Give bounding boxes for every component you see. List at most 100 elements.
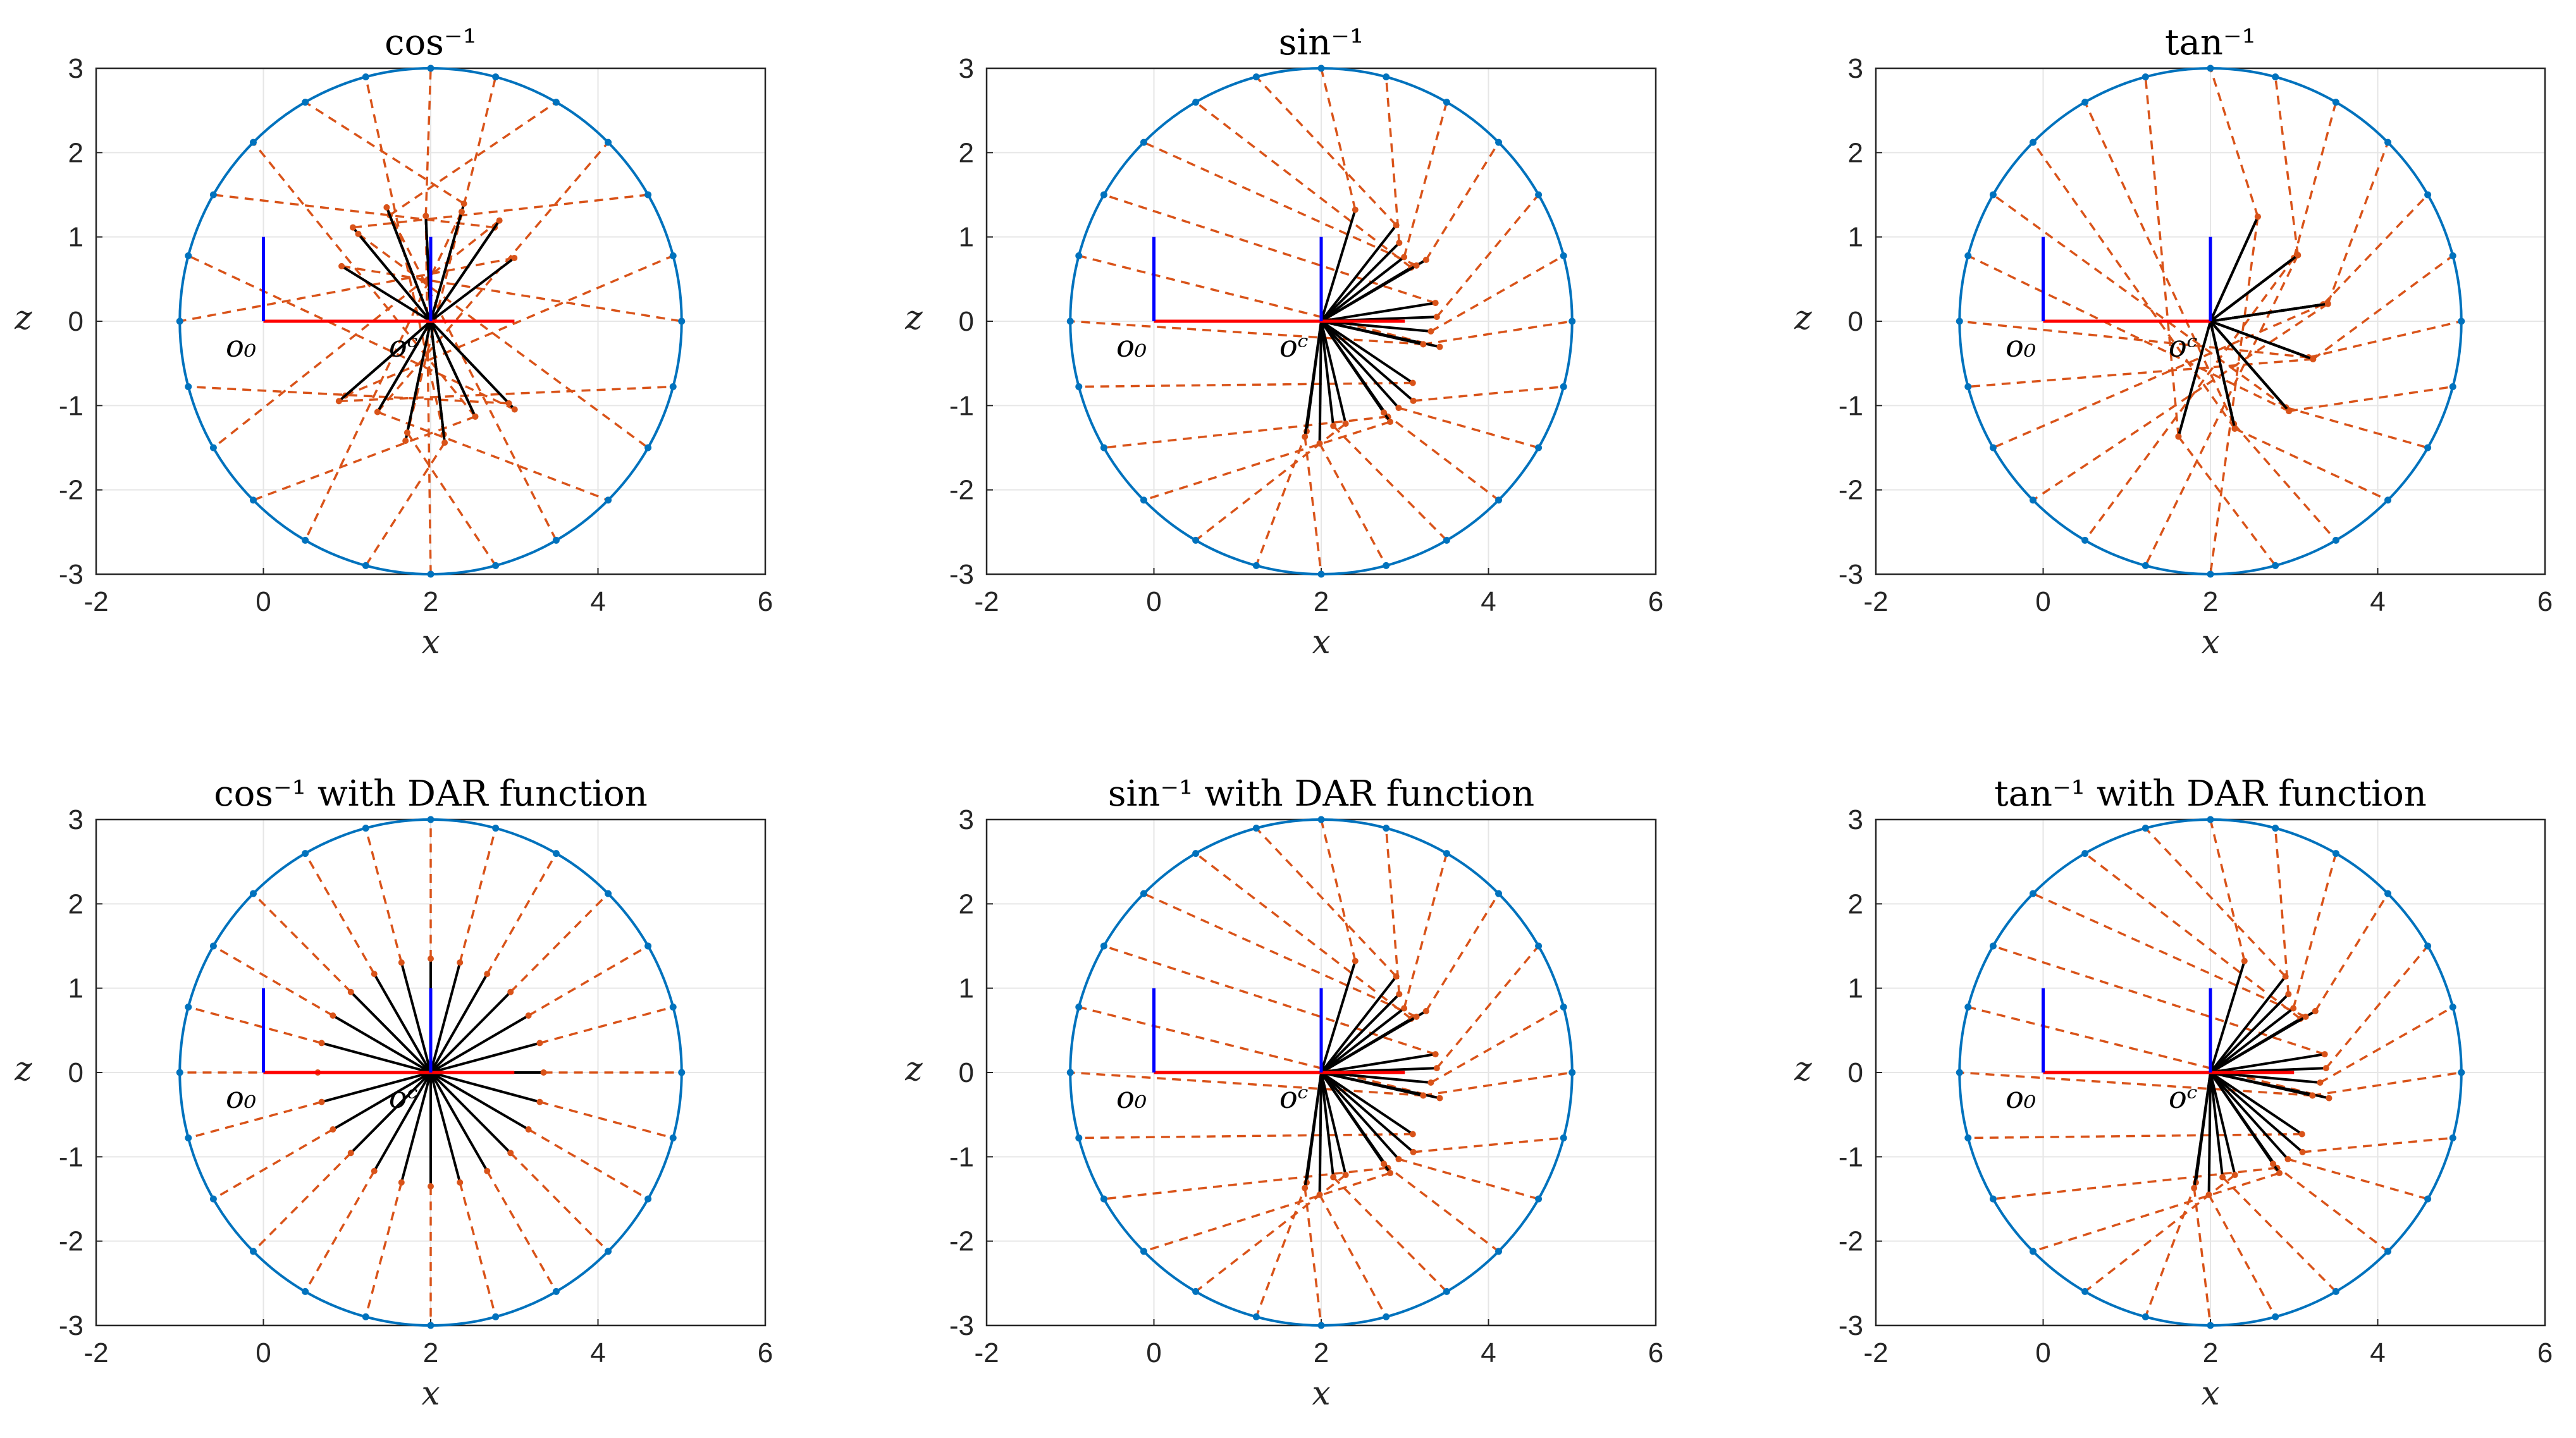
projection-line: [1104, 1167, 1388, 1200]
arm-tip-marker: [511, 406, 518, 413]
projection-line: [510, 892, 609, 993]
arm-tip-marker: [2219, 1174, 2226, 1181]
circle-point-marker: [1443, 1287, 1450, 1295]
projection-line: [364, 828, 403, 963]
circle-point-marker: [1100, 444, 1107, 452]
circle-point-marker: [1964, 252, 1972, 259]
projection-line: [1425, 142, 1500, 261]
arm-link: [400, 962, 432, 1073]
arm-tip-marker: [1432, 300, 1439, 307]
projection-line: [1078, 1133, 1413, 1140]
arm-tip-marker: [2191, 1184, 2198, 1191]
projection-line: [252, 1152, 352, 1253]
projection-line: [1070, 1071, 1424, 1097]
projection-line: [1430, 1005, 1565, 1084]
origin-label-o0: o₀: [1116, 329, 1147, 364]
projection-line: [1078, 381, 1413, 388]
arm-link: [1321, 320, 1431, 333]
arm-tip-marker: [1427, 1079, 1434, 1086]
y-tick-label: -1: [949, 1141, 974, 1172]
projection-line: [179, 257, 515, 323]
arm-link: [1318, 321, 1322, 444]
arm-tip-marker: [1380, 1160, 1387, 1167]
x-tick-label: 4: [2370, 586, 2385, 617]
arm-tip-marker: [2269, 1160, 2276, 1167]
origin-label-o0: o₀: [226, 329, 256, 364]
projection-line: [1968, 254, 2289, 412]
circle-point-marker: [302, 1287, 309, 1295]
circle-point-marker: [1252, 1313, 1260, 1320]
circle-point-marker: [2081, 99, 2089, 106]
arm-tip-marker: [1387, 1170, 1394, 1177]
projection-line: [304, 101, 465, 205]
circle-point-marker: [1075, 383, 1083, 391]
x-axis-label: x: [421, 1375, 440, 1413]
arm-tip-marker: [1422, 256, 1429, 263]
arm-tip-marker: [2317, 1079, 2324, 1086]
projection-line: [2308, 320, 2462, 359]
origin-label-oc: oᶜ: [2169, 329, 2198, 364]
circle-point-marker: [2424, 191, 2432, 199]
arm-link: [1320, 320, 1385, 414]
projection-line: [1143, 421, 1391, 501]
arm-tip-marker: [2295, 252, 2302, 259]
projection-line: [2208, 1194, 2277, 1318]
arm-link: [2209, 1071, 2303, 1136]
circle-point-marker: [1383, 562, 1390, 569]
x-tick-label: 2: [423, 1337, 438, 1368]
circle-point-marker: [2332, 850, 2339, 857]
arm-link: [429, 1072, 489, 1172]
y-tick-label: 2: [68, 137, 83, 168]
circle-point-marker: [1383, 73, 1390, 81]
circle-point-marker: [302, 536, 309, 544]
circle-point-marker: [1495, 890, 1503, 897]
y-tick-label: 2: [959, 888, 974, 919]
circle-point-marker: [2142, 1313, 2149, 1320]
arm-link: [1320, 1071, 1400, 1160]
circle-point-marker: [1956, 317, 1963, 325]
arm-tip-marker: [2241, 957, 2248, 964]
arm-tip-marker: [1342, 421, 1349, 427]
x-tick-label: -2: [83, 1337, 108, 1368]
arm-link: [429, 321, 447, 443]
arm-tip-marker: [441, 439, 448, 446]
projection-line: [188, 385, 509, 405]
arm-tip-marker: [1395, 405, 1402, 412]
circle-point-marker: [1192, 1287, 1200, 1295]
arm-tip-marker: [2302, 1013, 2309, 1020]
circle-point-marker: [249, 138, 257, 146]
projection-line: [1403, 853, 1448, 1009]
projection-line: [1403, 102, 1448, 257]
arm-link: [1303, 321, 1322, 437]
y-tick-label: 2: [68, 888, 83, 919]
circle-point-marker: [492, 1313, 500, 1320]
circle-point-marker: [362, 562, 369, 569]
arm-link: [2209, 975, 2287, 1074]
arm-tip-marker: [1316, 440, 1323, 447]
y-tick-label: 2: [1848, 137, 1863, 168]
circle-point-marker: [2272, 73, 2279, 81]
arm-tip-marker: [1413, 1013, 1420, 1020]
y-axis-label: z: [904, 1050, 923, 1088]
projection-line: [2288, 385, 2453, 412]
arm-tip-marker: [1380, 409, 1387, 416]
projection-line: [252, 415, 476, 501]
arm-tip-marker: [1410, 1148, 1417, 1155]
projection-line: [527, 945, 649, 1017]
y-tick-label: 3: [959, 53, 974, 84]
circle-point-marker: [1192, 536, 1200, 544]
projection-line: [1436, 194, 1539, 318]
arm-link: [2209, 1016, 2307, 1074]
arm-tip-marker: [2282, 973, 2289, 980]
arm-link: [2209, 1007, 2295, 1074]
circle-point-marker: [1192, 850, 1200, 857]
projection-line: [2322, 194, 2429, 305]
circle-point-marker: [644, 942, 652, 950]
origin-label-o0: o₀: [226, 1080, 256, 1115]
circle-point-marker: [1964, 1134, 1972, 1142]
x-tick-label: -2: [1863, 586, 1888, 617]
arm-link: [2209, 320, 2290, 412]
subplot-title: tan⁻¹ with DAR function: [1994, 773, 2427, 814]
arm-tip-marker: [2284, 1156, 2291, 1163]
